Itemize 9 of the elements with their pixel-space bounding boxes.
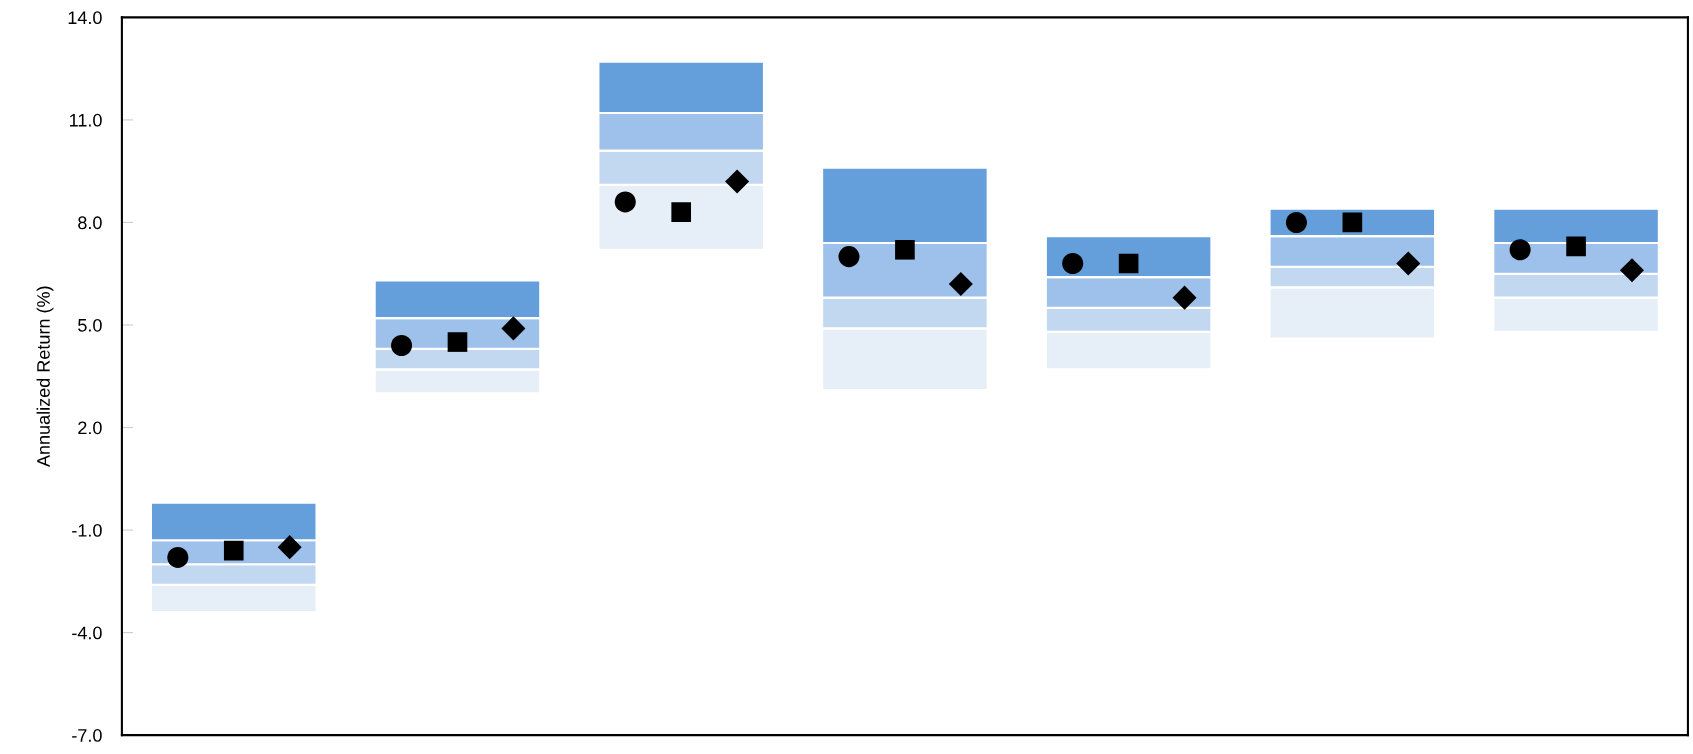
y-tick-label: -4.0 [72,626,102,640]
y-tick-label: -7.0 [72,729,102,742]
y-tick-label: 8.0 [78,216,102,230]
y-tick-label: -1.0 [72,524,102,537]
y-axis-title: Annualized Return (%) [36,286,54,468]
y-tick-label: 2.0 [78,421,102,435]
y-tick-label: 5.0 [78,318,102,332]
y-tick-label: 11.0 [70,113,102,127]
y-tick-label: 14.0 [68,11,102,25]
